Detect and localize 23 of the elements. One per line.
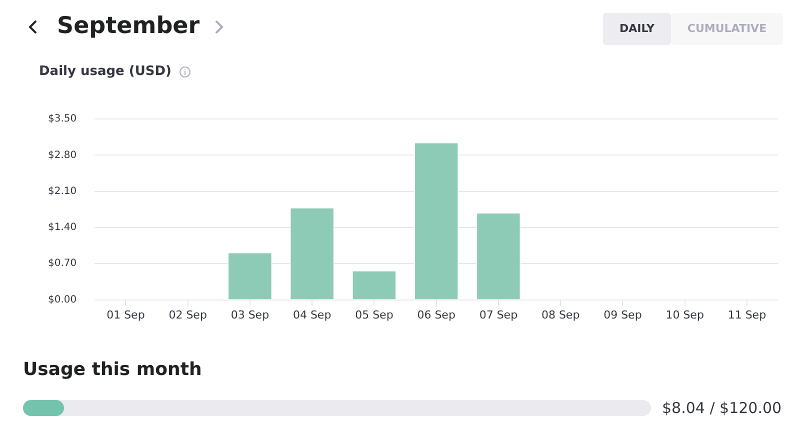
x-tick-label: 03 Sep	[230, 308, 270, 322]
x-tick-label: 11 Sep	[728, 308, 766, 322]
text: CUMULATIVE	[671, 13, 783, 45]
y-tick-label: $0.70	[48, 258, 77, 270]
x-tick-label: 05 Sep	[355, 308, 394, 322]
x-tick-label: 01 Sep	[106, 308, 145, 322]
y-tick-label: $2.80	[48, 150, 77, 161]
y-tick-label: $1.40	[48, 222, 77, 234]
text: DAILY	[603, 13, 671, 45]
x-tick-label: 10 Sep	[666, 308, 704, 322]
chart-title: September	[57, 12, 200, 41]
y-tick-label: $3.50	[48, 114, 77, 125]
x-tick-label: 06 Sep	[417, 308, 456, 322]
x-tick-label: 02 Sep	[168, 308, 207, 322]
y-tick-label: $2.10	[48, 186, 77, 197]
text: Usage this month	[23, 358, 202, 382]
text: $8.04 / $120.00	[662, 398, 782, 419]
chart-subtitle: Daily usage (USD)	[39, 63, 172, 81]
x-tick-label: 09 Sep	[604, 308, 642, 322]
x-tick-label: 08 Sep	[541, 308, 580, 322]
x-tick-label: 07 Sep	[479, 308, 518, 322]
x-tick-label: 04 Sep	[292, 308, 332, 322]
y-tick-label: $0.00	[48, 294, 77, 306]
